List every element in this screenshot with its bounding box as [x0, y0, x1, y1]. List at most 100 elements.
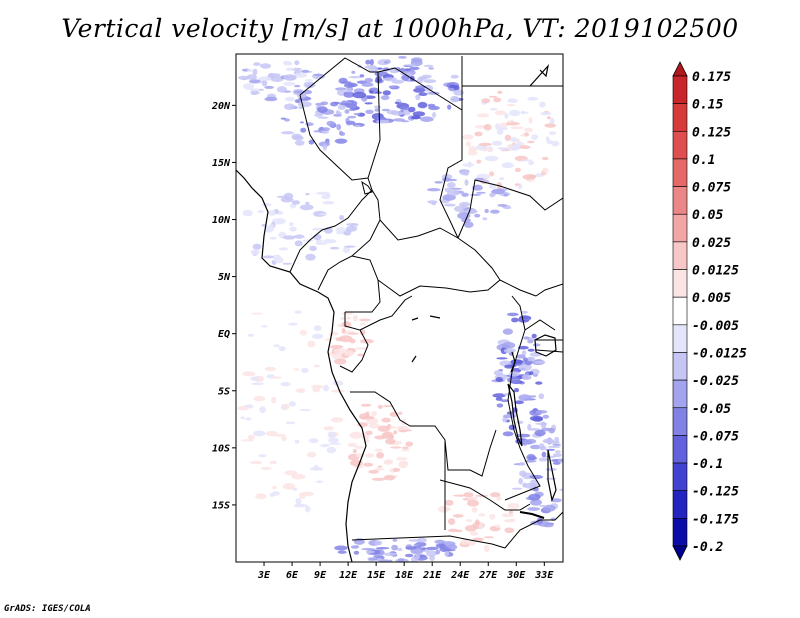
- field-cell: [415, 554, 421, 560]
- field-cell: [304, 505, 311, 513]
- field-cell: [246, 69, 254, 72]
- field-cell: [426, 546, 439, 551]
- field-cell: [280, 382, 291, 387]
- field-cell: [328, 442, 342, 445]
- field-cell: [391, 544, 398, 551]
- field-cell: [327, 431, 336, 438]
- colorbar-cap-bottom: [672, 545, 688, 561]
- field-cell: [545, 477, 557, 480]
- field-cell: [339, 215, 345, 221]
- field-cell: [264, 85, 275, 89]
- field-cell: [365, 59, 371, 65]
- field-cell: [494, 524, 501, 528]
- field-cell: [383, 475, 396, 481]
- field-cell: [330, 246, 340, 250]
- field-cell: [534, 429, 546, 437]
- field-cell: [360, 329, 366, 336]
- lake-kivu: [510, 351, 516, 373]
- field-cell: [541, 451, 547, 458]
- field-cell: [463, 492, 474, 498]
- field-cell: [359, 322, 366, 326]
- field-cell: [283, 74, 297, 81]
- field-cell: [529, 474, 543, 480]
- field-cell: [269, 492, 275, 498]
- field-cell: [543, 523, 554, 528]
- field-cell: [484, 208, 489, 214]
- field-cell: [293, 368, 300, 371]
- field-cell: [294, 84, 301, 88]
- field-cell: [258, 88, 264, 91]
- field-cell: [401, 74, 410, 81]
- field-cell: [535, 173, 544, 178]
- field-cell: [388, 85, 396, 88]
- field-cell: [483, 536, 495, 539]
- field-cell: [354, 125, 361, 128]
- field-cell: [334, 545, 348, 551]
- field-cell: [313, 130, 323, 133]
- field-cell: [312, 387, 321, 393]
- field-cell: [417, 101, 428, 109]
- field-cell: [369, 90, 374, 94]
- field-cell: [358, 318, 371, 322]
- nile-delta: [529, 63, 550, 87]
- field-cell: [331, 352, 343, 360]
- field-cell: [506, 312, 519, 317]
- field-cell: [528, 395, 537, 398]
- field-cell: [261, 80, 268, 87]
- country-borders: [236, 56, 563, 562]
- field-cell: [411, 57, 423, 63]
- field-cell: [345, 225, 358, 232]
- border-egypt-sudan: [461, 56, 563, 110]
- field-cell: [498, 177, 505, 181]
- field-cell: [476, 159, 482, 164]
- field-cell: [429, 555, 435, 561]
- x-tick-label: 6E: [286, 570, 299, 581]
- field-cell: [549, 117, 555, 125]
- field-cell: [529, 415, 543, 421]
- field-cell: [504, 364, 514, 369]
- field-cell: [461, 204, 466, 210]
- field-cell: [396, 425, 409, 431]
- field-cell: [376, 119, 390, 124]
- field-cell: [330, 101, 339, 107]
- field-cell: [308, 438, 319, 444]
- field-cell: [317, 116, 329, 119]
- border-libya-chad: [439, 110, 463, 239]
- field-cell: [242, 209, 253, 217]
- field-cell: [330, 345, 344, 349]
- field-cell: [514, 183, 520, 187]
- x-tick-label: 9E: [314, 570, 327, 581]
- colorbar-label: 0.15: [692, 98, 723, 113]
- field-cell: [501, 162, 514, 169]
- field-cell: [453, 85, 460, 91]
- colorbar-label: 0.05: [692, 208, 723, 223]
- field-cell: [530, 479, 538, 485]
- field-cell: [545, 136, 550, 142]
- field-cell: [492, 140, 503, 146]
- field-cell: [472, 537, 484, 541]
- field-cell: [503, 519, 515, 523]
- field-cell: [510, 359, 523, 365]
- field-cell: [242, 371, 256, 377]
- field-cell: [299, 121, 304, 124]
- field-cell: [261, 325, 268, 328]
- field-cell: [526, 356, 536, 362]
- field-cell: [504, 113, 509, 119]
- x-tick-label: 21E: [422, 570, 442, 581]
- field-cell: [497, 90, 503, 95]
- field-cell: [363, 462, 374, 467]
- field-cell: [382, 90, 391, 96]
- field-cell: [373, 105, 381, 109]
- field-cell: [453, 89, 464, 96]
- field-cell: [360, 416, 375, 420]
- field-cell: [442, 194, 456, 201]
- colorbar-cap-top: [672, 61, 688, 77]
- field-cell: [375, 547, 390, 550]
- field-cell: [480, 148, 494, 152]
- field-cell: [377, 558, 383, 561]
- field-cell: [392, 538, 398, 542]
- field-cell: [249, 460, 263, 465]
- y-tick-label: 10N: [212, 215, 231, 226]
- y-tick-label: 15N: [212, 158, 231, 169]
- colorbar-label: 0.005: [692, 291, 731, 306]
